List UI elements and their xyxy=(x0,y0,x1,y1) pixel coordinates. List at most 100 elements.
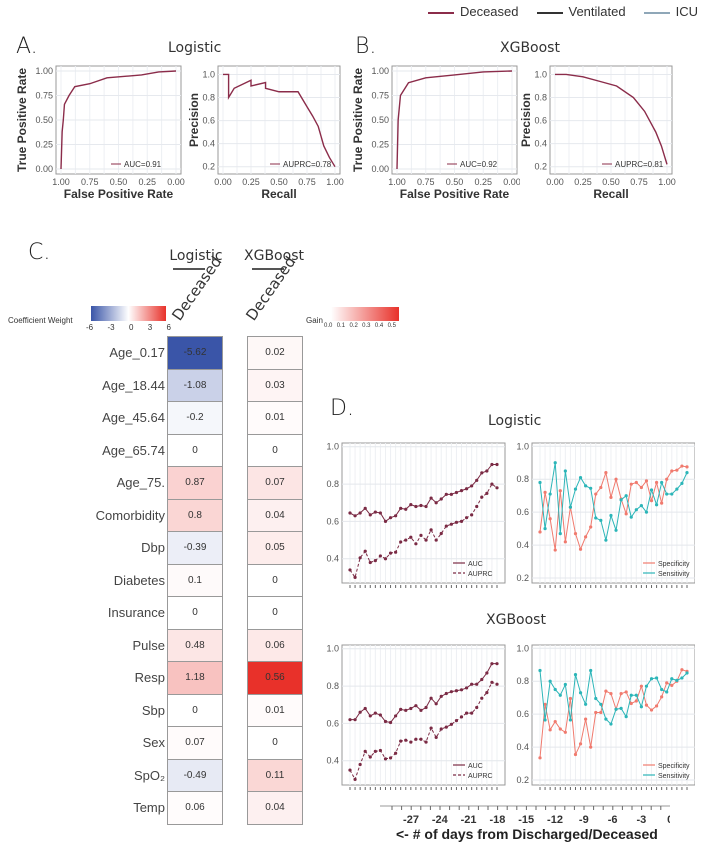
data-point xyxy=(434,735,438,739)
data-point xyxy=(419,737,423,741)
heatmap-cell-logistic: 0.8 xyxy=(167,498,223,532)
data-point xyxy=(439,694,443,698)
data-point xyxy=(558,489,562,493)
y-tick-label: 0.2 xyxy=(516,573,529,583)
data-point xyxy=(553,461,557,465)
data-point xyxy=(604,538,608,542)
heatmap-cell-logistic: 0.87 xyxy=(167,466,223,500)
data-point xyxy=(589,668,593,673)
data-point xyxy=(388,720,393,725)
data-point xyxy=(670,683,674,687)
data-point xyxy=(454,689,459,693)
x-tick-label: 0.50 xyxy=(446,177,464,187)
x-tick-label: 0.50 xyxy=(270,177,288,187)
data-point xyxy=(584,535,588,539)
data-point xyxy=(404,538,408,542)
annotation-label: AUPRC=0.78 xyxy=(283,160,332,169)
data-point xyxy=(563,730,567,734)
data-point xyxy=(434,501,438,505)
data-point xyxy=(480,696,484,700)
heatmap-cell-xgboost: 0.11 xyxy=(247,758,303,792)
data-point xyxy=(619,706,623,711)
data-point xyxy=(578,742,583,746)
y-tick-label: 0.2 xyxy=(516,775,529,785)
data-point xyxy=(563,682,567,687)
data-point xyxy=(665,681,669,685)
gain-tick: 0.5 xyxy=(387,323,396,329)
data-point xyxy=(644,703,649,707)
data-point xyxy=(573,752,578,757)
data-point xyxy=(584,484,588,488)
data-point xyxy=(470,711,474,715)
annotation-label: AUPRC=0.81 xyxy=(615,160,664,169)
heatmap-cell-logistic: -0.39 xyxy=(167,531,223,565)
data-point xyxy=(568,696,573,701)
y-tick-label: 1.0 xyxy=(202,69,215,79)
data-point xyxy=(548,728,552,732)
data-point xyxy=(358,511,362,515)
data-point xyxy=(619,691,623,696)
y-tick-label: 0.4 xyxy=(516,742,529,752)
data-point xyxy=(378,713,383,717)
top-legend: Deceased Ventilated ICU xyxy=(427,4,698,19)
heatmap-cell-logistic: 0.07 xyxy=(167,726,223,760)
data-point xyxy=(475,504,479,509)
heatmap-row-label: Age_0.17 xyxy=(109,345,165,360)
heatmap-row-label: Age_45.64 xyxy=(102,410,165,425)
data-point xyxy=(654,676,659,680)
data-point xyxy=(480,495,484,499)
y-tick-label: 0.8 xyxy=(326,479,339,489)
data-point xyxy=(388,516,393,520)
data-point xyxy=(584,702,588,706)
heatmap-cell-logistic: 0.06 xyxy=(167,791,223,825)
heatmap-row-label: Temp xyxy=(133,800,165,815)
data-point xyxy=(558,693,562,697)
data-point xyxy=(429,496,433,500)
data-point xyxy=(495,486,499,490)
heatmap-cell-xgboost: 0.01 xyxy=(247,401,303,435)
data-point xyxy=(609,495,613,499)
data-point xyxy=(660,501,664,505)
legend-label: Sensitivity xyxy=(658,773,690,780)
data-point xyxy=(553,687,557,692)
x-tick-label: 0.50 xyxy=(602,177,620,187)
data-point xyxy=(409,740,413,744)
data-point xyxy=(660,695,664,699)
data-point xyxy=(490,680,494,684)
data-point xyxy=(470,682,474,686)
y-tick-label: 0.4 xyxy=(534,139,547,149)
y-tick-label: 0.00 xyxy=(371,164,389,174)
data-point xyxy=(353,777,357,781)
y-tick-label: 0.50 xyxy=(371,115,389,125)
x-tick-label: 0.75 xyxy=(298,177,316,187)
heatmap-row-label: Diabetes xyxy=(113,572,165,588)
d-logistic-auc-chart: 0.4 0.6 0.8 1.0 AUC AUPRC xyxy=(326,442,506,588)
days-tick-label: -6 xyxy=(608,814,618,826)
data-point xyxy=(629,515,633,519)
data-point xyxy=(459,519,464,523)
data-point xyxy=(424,538,428,542)
data-point xyxy=(383,519,388,523)
data-point xyxy=(634,693,638,697)
data-point xyxy=(475,682,479,686)
y-tick-label: 1.0 xyxy=(326,644,339,654)
x-tick-label: 1.00 xyxy=(658,177,676,187)
data-point xyxy=(399,707,403,711)
data-point xyxy=(543,527,547,531)
data-point xyxy=(470,513,474,517)
data-point xyxy=(358,710,362,714)
y-tick-label: 0.75 xyxy=(35,91,53,101)
heatmap-cell-xgboost: 0.04 xyxy=(247,791,303,825)
heatmap-cell-xgboost: 0.04 xyxy=(247,498,303,532)
data-point xyxy=(399,739,403,743)
data-point xyxy=(485,671,489,675)
data-point xyxy=(538,480,542,485)
data-point xyxy=(394,550,398,554)
legend-label: Ventilated xyxy=(568,4,626,19)
data-point xyxy=(563,469,567,473)
curve-line xyxy=(60,70,177,170)
coef-ticks: -6 -3 0 3 6 xyxy=(86,323,171,332)
data-point xyxy=(665,492,669,496)
data-point xyxy=(634,508,638,512)
heatmap-cell-logistic: 1.18 xyxy=(167,661,223,695)
